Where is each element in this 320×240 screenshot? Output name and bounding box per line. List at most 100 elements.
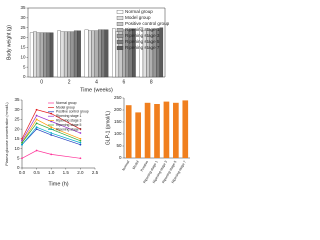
legend-label: Ripening stage 1 [125,27,160,32]
bar [84,29,89,78]
x-tick-label: 8 [150,79,153,85]
y-axis-label: GLP-1 (pmol/L) [105,111,111,146]
line [21,109,81,140]
bar [70,31,75,78]
bar [132,28,136,78]
y-tick-label: 200 [114,107,122,112]
point [79,128,82,131]
y-tick-label: 15 [14,136,20,141]
legend-label: Ripening stage 5 [56,123,82,127]
bar [33,31,37,78]
point [21,143,23,146]
bar [91,30,95,78]
bar [73,30,78,78]
point [35,126,38,129]
line [21,126,81,145]
point [35,118,38,121]
legend-swatch [116,22,124,26]
legend-swatch [116,40,124,44]
y-tick-label: 30 [20,15,26,20]
bar [43,32,47,78]
y-tick-label: 35 [20,5,26,10]
y-axis-label: Body weight (g) [6,25,12,60]
bar [144,102,151,158]
legend-label: Model group [56,105,75,109]
x-tick-label: 0.0 [19,170,26,175]
y-axis-label: Plasma glucose concentration (mmol/L) [5,102,9,165]
y-tick-label: 20 [20,35,26,40]
y-tick-label: 35 [14,97,20,102]
bar [154,104,160,158]
legend-label: Model group [125,15,151,20]
line [21,122,81,143]
point [50,126,53,129]
point [35,108,38,111]
bar [39,32,44,78]
bar [94,30,99,78]
x-axis-label: Time (weeks) [80,87,113,93]
point [79,143,82,146]
bar [115,31,120,78]
bar [159,27,164,78]
point [79,132,82,134]
point [50,134,53,136]
legend-label: Ripening stage 3 [56,118,82,122]
page: {"chart_data":[ {"type":"bar","ylabel":"… [4,5,190,188]
y-tick-label: 15 [20,45,26,50]
point [21,141,23,144]
legend-label: Ripening stage 3 [125,33,160,38]
legend-label: Ripening stage 7 [56,127,82,131]
bar [135,112,141,158]
legend-label: Ripening stage 5 [125,39,160,44]
bar [112,28,116,78]
bar [104,29,109,78]
y-tick-label: 25 [14,117,20,122]
point [79,157,82,160]
legend-swatch [116,16,124,20]
bar [163,101,170,158]
bar [101,29,105,78]
point [79,139,82,142]
point [21,157,23,160]
bar [173,102,179,158]
legend-label: Normal group [56,101,77,105]
y-tick-label: 5 [23,64,26,69]
y-tick-label: 250 [114,95,122,100]
bar [36,32,41,78]
y-tick-label: 0 [17,165,20,170]
bar [29,32,34,78]
frame [28,7,166,77]
x-tick-label: Normal [121,160,130,172]
line [21,150,81,159]
y-tick-label: 50 [116,143,122,148]
bar [46,32,51,78]
x-tick-label: 6 [123,79,126,85]
legend-label: Positive control group [56,110,89,114]
x-tick-label: 2 [68,79,71,85]
point [50,112,53,115]
line [21,128,81,146]
x-tick-label: Positive [140,160,149,172]
bar [60,31,65,78]
point [50,132,53,134]
bar [67,31,71,78]
x-tick-label: 1.5 [63,170,70,175]
bar [98,29,102,78]
legend-swatch [116,46,124,50]
point [79,141,82,144]
bar [77,30,81,78]
point [21,137,23,140]
point [79,137,82,140]
x-tick-label: 2.0 [77,170,84,175]
bar [125,105,132,158]
legend-label: Positive control group [125,21,170,26]
y-tick-label: 30 [14,107,20,112]
bar [182,100,189,158]
point [50,153,53,156]
y-tick-label: 5 [17,155,20,160]
bar [57,30,61,78]
point [21,139,23,142]
bar [49,32,54,78]
point [35,128,38,131]
